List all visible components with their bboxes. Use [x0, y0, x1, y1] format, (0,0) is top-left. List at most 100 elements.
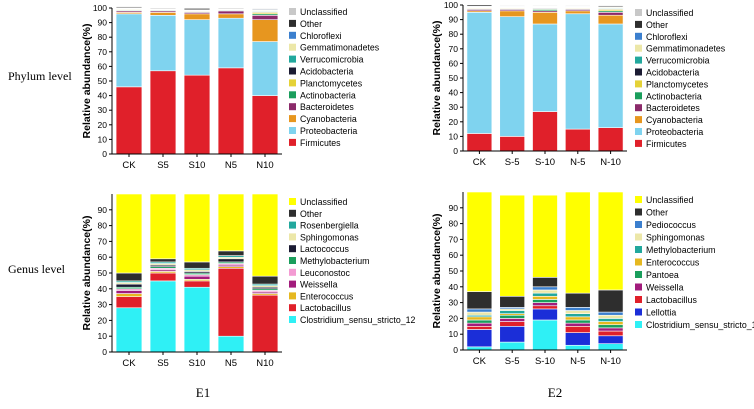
legend-swatch-e2_phylum-7: [635, 56, 642, 64]
bar-segment-e1_genus-0-1: [115, 296, 143, 309]
bar-segment-e2_genus-4-7: [597, 314, 624, 319]
y-tick-label: 80: [449, 29, 459, 39]
legend-swatch-e2_genus-0: [635, 321, 642, 328]
bar-segment-e2_phylum-1-1: [499, 16, 525, 137]
legend-label-e1_genus-0: Clostridium_sensu_stricto_12: [300, 315, 415, 325]
bar-segment-e2_genus-1-9: [499, 295, 525, 308]
y-tick-label: 50: [449, 73, 459, 83]
legend-label-e2_phylum-5: Planctomycetes: [646, 79, 709, 89]
legend-swatch-e1_phylum-10: [289, 19, 296, 27]
legend-swatch-e1_genus-2: [289, 292, 296, 300]
legend-swatch-e1_genus-3: [289, 280, 296, 288]
bar-segment-e2_genus-2-10: [532, 194, 558, 278]
bar-segment-e2_genus-3-9: [565, 292, 591, 308]
bar-segment-e1_phylum-1-10: [149, 7, 177, 10]
bar-segment-e1_phylum-2-1: [183, 19, 211, 76]
y-tick-label: 10: [449, 329, 459, 339]
legend-swatch-e2_genus-3: [635, 283, 642, 291]
bar-segment-e2_genus-3-4: [565, 319, 591, 324]
bar-segment-e2_genus-2-7: [532, 289, 558, 294]
bar-segment-e2_phylum-0-1: [466, 12, 493, 134]
y-axis-label: Relative abundance(%): [81, 216, 93, 331]
y-tick-label: 20: [449, 117, 459, 127]
bar-segment-e2_phylum-4-1: [597, 23, 624, 128]
legend-label-e1_genus-2: Enterococcus: [300, 291, 354, 301]
bar-segment-e2_phylum-2-0: [532, 111, 558, 152]
bar-segment-e1_phylum-3-3: [217, 10, 245, 15]
y-tick-label: 10: [98, 134, 108, 144]
x-tick-label: S10: [189, 358, 206, 369]
bar-segment-e1_phylum-1-2: [149, 12, 177, 16]
legend-label-e2_phylum-1: Proteobacteria: [646, 127, 703, 137]
y-tick-label: 70: [449, 44, 459, 54]
bar-segment-e1_phylum-0-11: [115, 6, 143, 8]
y-tick-label: 90: [98, 18, 108, 28]
bar-segment-e2_genus-3-3: [565, 322, 591, 327]
legend-swatch-e2_genus-7: [635, 233, 642, 241]
bar-segment-e1_genus-3-6: [217, 258, 245, 263]
bar-segment-e1_genus-0-3: [115, 290, 143, 294]
bar-segment-e1_phylum-4-2: [251, 19, 279, 42]
x-tick-label: S10: [189, 160, 206, 171]
legend-label-e2_genus-0: Clostridium_sensu_stricto_12: [646, 320, 754, 330]
legend-swatch-e2_genus-4: [635, 271, 642, 278]
x-tick-label: S5: [157, 160, 169, 171]
bar-segment-e2_genus-1-3: [499, 318, 525, 322]
y-tick-label: 10: [449, 131, 459, 141]
bar-segment-e1_genus-1-10: [149, 193, 177, 260]
bar-segment-e2_phylum-2-2: [532, 12, 558, 25]
legend-swatch-e2_genus-9: [635, 208, 642, 216]
group-label-e1: E1: [196, 385, 210, 400]
bar-segment-e1_genus-0-6: [115, 283, 143, 288]
y-tick-label: 70: [98, 47, 108, 57]
y-tick-label: 40: [449, 282, 459, 292]
bar-segment-e2_genus-4-5: [597, 321, 624, 326]
chart-e2_genus: CK S-5 S-10 N-5 N-10 0 10 20 30 40 50 60 70 80 90 Relat…: [431, 191, 754, 367]
x-tick-label: CK: [473, 157, 487, 168]
legend-label-e2_genus-9: Other: [646, 208, 668, 218]
legend-swatch-e2_phylum-1: [635, 128, 642, 135]
legend-swatch-e2_phylum-8: [635, 44, 642, 52]
bar-segment-e2_phylum-4-11: [597, 4, 624, 7]
bar-segment-e2_phylum-3-1: [565, 13, 591, 130]
legend-swatch-e2_genus-10: [635, 196, 642, 203]
bar-segment-e2_genus-0-9: [466, 291, 493, 310]
x-tick-label: N-10: [600, 157, 621, 168]
bar-segment-e2_genus-2-5: [532, 295, 558, 300]
bar-segment-e1_genus-1-0: [149, 280, 177, 353]
chart-e1_phylum: CK S5 S10 N5 N10 0 10 20 30 40 50 60 70 80 90 100 Relati…: [81, 3, 380, 171]
legend-label-e1_phylum-8: Gemmatimonadetes: [300, 43, 380, 53]
bar-segment-e1_genus-4-9: [251, 275, 279, 285]
legend-swatch-e2_genus-2: [635, 296, 642, 303]
bar-segment-e2_genus-3-1: [565, 332, 591, 346]
legend-label-e1_genus-1: Lactobacillus: [300, 303, 351, 313]
legend-swatch-e1_phylum-3: [289, 103, 296, 111]
bar-segment-e2_genus-2-4: [532, 299, 558, 303]
bar-segment-e1_phylum-1-1: [149, 15, 177, 72]
y-tick-label: 40: [98, 91, 108, 101]
bar-segment-e2_genus-0-10: [466, 191, 493, 292]
legend-label-e1_phylum-3: Bacteroidetes: [300, 102, 354, 112]
bar-segment-e2_genus-3-8: [565, 307, 591, 311]
legend-label-e2_phylum-11: Unclassified: [646, 8, 694, 18]
bar-segment-e2_genus-4-10: [597, 191, 624, 291]
y-axis-label: Relative abundance(%): [81, 24, 93, 139]
legend-label-e2_phylum-3: Bacteroidetes: [646, 103, 700, 113]
bar-segment-e2_genus-0-4: [466, 319, 493, 324]
legend-swatch-e1_phylum-9: [289, 31, 296, 39]
legend-label-e1_genus-10: Unclassified: [300, 197, 348, 207]
bar-segment-e1_phylum-3-0: [217, 67, 245, 155]
legend-swatch-e1_genus-10: [289, 198, 296, 205]
x-tick-label: S-10: [535, 157, 555, 168]
x-tick-label: N-5: [570, 157, 585, 168]
legend-swatch-e2_genus-5: [635, 258, 642, 266]
bar-segment-e2_phylum-3-0: [565, 128, 591, 152]
y-tick-label: 0: [453, 345, 458, 355]
y-tick-label: 80: [98, 221, 108, 231]
legend-swatch-e2_phylum-5: [635, 80, 642, 88]
y-tick-label: 0: [453, 146, 458, 156]
y-tick-label: 20: [98, 120, 108, 130]
bar-segment-e2_genus-2-6: [532, 292, 558, 297]
legend-swatch-e1_phylum-11: [289, 8, 296, 15]
